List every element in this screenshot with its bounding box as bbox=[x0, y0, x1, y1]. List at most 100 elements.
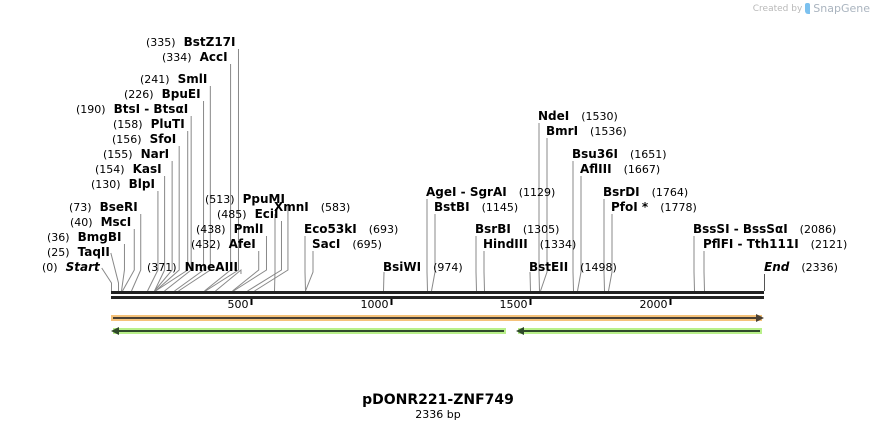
site-position: (155) bbox=[103, 148, 133, 161]
created-by-label: Created by bbox=[752, 3, 803, 14]
site-bstz17i[interactable]: (335) BstZ17I bbox=[146, 35, 235, 49]
site-bstbi[interactable]: (1145) BstBI bbox=[434, 200, 518, 214]
site-taqii[interactable]: (25) TaqII bbox=[47, 245, 110, 259]
site-start[interactable]: (0) Start bbox=[42, 260, 101, 274]
arrow-left-icon bbox=[111, 327, 119, 335]
site-kasi[interactable]: (154) KasI bbox=[95, 162, 162, 176]
site-bsu36i[interactable]: (1651) Bsu36I bbox=[572, 147, 667, 161]
map-title: pDONR221-ZNF749 bbox=[362, 392, 514, 408]
enzyme-name: EciI bbox=[255, 207, 279, 221]
tick-label: 1000 bbox=[361, 298, 389, 311]
site-bsrbi[interactable]: (1305) BsrBI bbox=[475, 222, 559, 236]
site-connector bbox=[147, 191, 159, 292]
site-position: (695) bbox=[352, 238, 382, 251]
site-connector bbox=[603, 199, 605, 292]
site-connector bbox=[383, 271, 385, 292]
site-msci[interactable]: (40) MscI bbox=[70, 215, 131, 229]
enzyme-name: BmrI bbox=[546, 124, 578, 138]
site-eco53ki[interactable]: (693) Eco53kI bbox=[304, 222, 398, 236]
enzyme-name: SacI bbox=[312, 237, 340, 251]
site-connector bbox=[155, 146, 180, 292]
enzyme-name: NarI bbox=[141, 147, 170, 161]
site-bsrdi[interactable]: (1764) BsrDI bbox=[603, 185, 688, 199]
site-connector bbox=[572, 161, 574, 292]
site-bsiwi[interactable]: (974) BsiWI bbox=[383, 260, 463, 274]
site-connector bbox=[577, 176, 582, 292]
site-connector bbox=[215, 268, 242, 292]
site-position: (226) bbox=[124, 88, 154, 101]
site-acci[interactable]: (334) AccI bbox=[162, 50, 228, 64]
site-connector bbox=[703, 251, 705, 292]
site-position: (25) bbox=[47, 246, 70, 259]
enzyme-name: BsrDI bbox=[603, 185, 640, 199]
reverse-feature-2[interactable] bbox=[516, 327, 762, 335]
site-connector bbox=[178, 86, 211, 292]
enzyme-name: HindIII bbox=[483, 237, 528, 251]
site-position: (1145) bbox=[482, 201, 519, 214]
site-connector bbox=[431, 214, 436, 292]
site-connector bbox=[174, 101, 205, 292]
site-connector-lines bbox=[101, 49, 765, 292]
site-afliii[interactable]: (1667) AflIII bbox=[580, 162, 660, 176]
site-pfoi[interactable]: (1778) PfoI * bbox=[611, 200, 697, 214]
site-connector bbox=[608, 214, 613, 292]
site-btsi-bts-i[interactable]: (190) BtsI - BtsαI bbox=[76, 102, 188, 116]
site-connector bbox=[154, 176, 166, 292]
site-connector bbox=[232, 251, 260, 292]
forward-feature[interactable] bbox=[111, 314, 764, 322]
site-position: (1536) bbox=[590, 125, 627, 138]
site-position: (154) bbox=[95, 163, 125, 176]
site-position: (438) bbox=[196, 223, 226, 236]
site-agei-sgrai[interactable]: (1129) AgeI - SgrAI bbox=[426, 185, 555, 199]
reverse-feature-1[interactable] bbox=[111, 327, 506, 335]
site-connector bbox=[426, 199, 428, 292]
restriction-site-labels[interactable]: (0) Start(25) TaqII (36) BmgBI(40) MscI (73) Bs… bbox=[42, 35, 847, 274]
site-bsteii[interactable]: (1498) BstEII bbox=[529, 260, 617, 274]
site-bsssi-bsss-i[interactable]: (2086) BssSI - BssSαI bbox=[693, 222, 836, 236]
dna-backbone bbox=[111, 291, 764, 299]
site-bpuei[interactable]: (226) BpuEI bbox=[124, 87, 201, 101]
site-hindiii[interactable]: (1334) HindIII bbox=[483, 237, 576, 251]
site-connector bbox=[247, 221, 282, 292]
site-sfoi[interactable]: (156) SfoI bbox=[112, 132, 176, 146]
site-position: (1530) bbox=[581, 110, 618, 123]
app-name: SnapGene bbox=[813, 2, 870, 15]
site-bseri[interactable]: (73) BseRI bbox=[69, 200, 138, 214]
site-position: (371) bbox=[147, 261, 177, 274]
arrow-right-icon bbox=[756, 314, 764, 322]
site-position: (241) bbox=[140, 73, 170, 86]
site-bmri[interactable]: (1536) BmrI bbox=[546, 124, 627, 138]
enzyme-name: BsrBI bbox=[475, 222, 511, 236]
site-pluti[interactable]: (158) PluTI bbox=[113, 117, 185, 131]
enzyme-name: BtsI - BtsαI bbox=[114, 102, 189, 116]
site-ndei[interactable]: (1530) NdeI bbox=[538, 109, 618, 123]
enzyme-name: BstZ17I bbox=[184, 35, 236, 49]
tick-label: 1500 bbox=[500, 298, 528, 311]
site-ppumi[interactable]: (513) PpuMI bbox=[205, 192, 285, 206]
site-pflfi-tth111i[interactable]: (2121) PflFI - Tth111I bbox=[703, 237, 847, 251]
enzyme-name: SmlI bbox=[178, 72, 208, 86]
site-bmgbi[interactable]: (36) BmgBI bbox=[47, 230, 121, 244]
site-nmeaiii[interactable]: (371) NmeAIII bbox=[147, 260, 238, 274]
site-nari[interactable]: (155) NarI bbox=[103, 147, 169, 161]
site-pmli[interactable]: (438) PmlI bbox=[196, 222, 263, 236]
site-smli[interactable]: (241) SmlI bbox=[140, 72, 207, 86]
site-saci[interactable]: (695) SacI bbox=[312, 237, 382, 251]
enzyme-name: BpuEI bbox=[162, 87, 201, 101]
enzyme-name: Start bbox=[66, 260, 101, 274]
site-ecii[interactable]: (485) EciI bbox=[217, 207, 278, 221]
site-xmni[interactable]: (583) XmnI bbox=[274, 200, 350, 214]
enzyme-name: PpuMI bbox=[243, 192, 285, 206]
enzyme-name: BsiWI bbox=[383, 260, 421, 274]
site-position: (974) bbox=[433, 261, 463, 274]
site-position: (130) bbox=[91, 178, 121, 191]
site-connector bbox=[164, 116, 192, 292]
enzyme-name: Bsu36I bbox=[572, 147, 618, 161]
site-afei[interactable]: (432) AfeI bbox=[191, 237, 256, 251]
site-position: (190) bbox=[76, 103, 106, 116]
site-end[interactable]: (2336) End bbox=[764, 260, 838, 274]
site-position: (1498) bbox=[580, 261, 617, 274]
site-connector bbox=[475, 236, 477, 292]
site-blpi[interactable]: (130) BlpI bbox=[91, 177, 155, 191]
